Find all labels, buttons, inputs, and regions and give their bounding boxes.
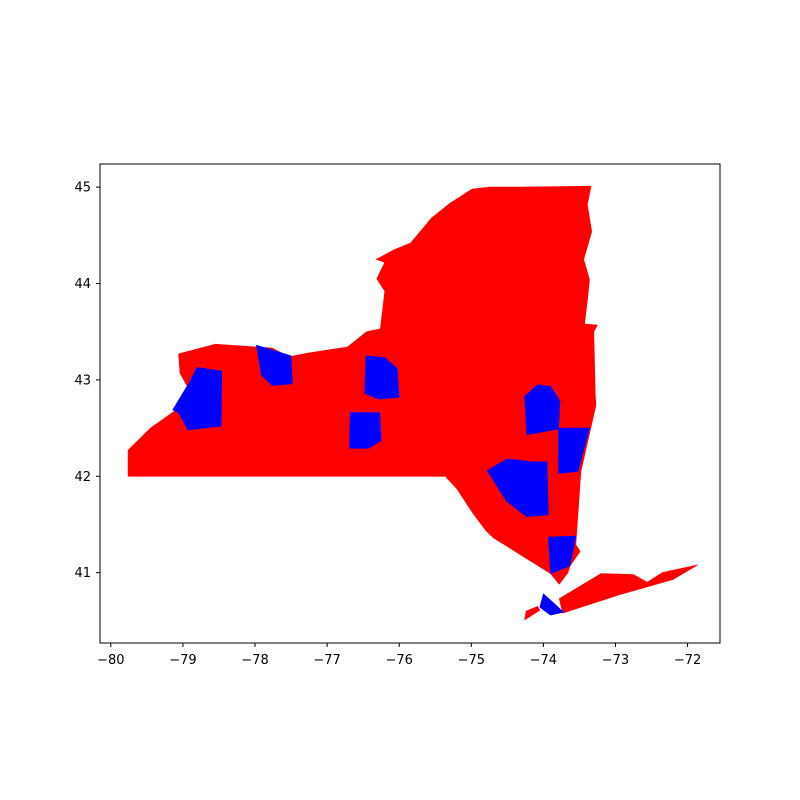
map-layer — [127, 185, 699, 621]
county-blue-9 — [539, 593, 564, 616]
x-tick-label: −73 — [602, 653, 629, 668]
county-blue-8 — [548, 535, 577, 574]
x-axis: −80 −79 −78 −77 −76 −75 −74 −73 −72 — [97, 643, 701, 668]
y-tick-label: 45 — [74, 181, 91, 196]
x-tick-label: −80 — [97, 653, 124, 668]
axes-frame — [99, 163, 721, 644]
county-blue-2 — [256, 344, 293, 387]
x-tick-label: −79 — [169, 653, 196, 668]
x-tick-label: −77 — [313, 653, 340, 668]
county-blue-5 — [524, 384, 561, 436]
long-island-region — [558, 564, 699, 614]
county-blue-7 — [486, 458, 549, 518]
x-tick-label: −78 — [241, 653, 268, 668]
y-axis: 41 42 43 44 45 — [74, 181, 100, 581]
staten-island-region — [524, 606, 541, 621]
y-tick-label: 42 — [74, 470, 91, 485]
x-tick-label: −76 — [385, 653, 412, 668]
x-tick-label: −72 — [674, 653, 701, 668]
county-blue-6 — [558, 427, 590, 474]
county-blue-4 — [349, 412, 382, 449]
county-blue-1 — [172, 367, 223, 431]
y-tick-label: 44 — [74, 277, 91, 292]
x-tick-label: −74 — [530, 653, 557, 668]
y-tick-label: 41 — [74, 566, 91, 581]
y-tick-label: 43 — [74, 373, 91, 388]
state-red-region — [127, 185, 598, 585]
county-blue-3 — [364, 355, 400, 400]
x-tick-label: −75 — [458, 653, 485, 668]
